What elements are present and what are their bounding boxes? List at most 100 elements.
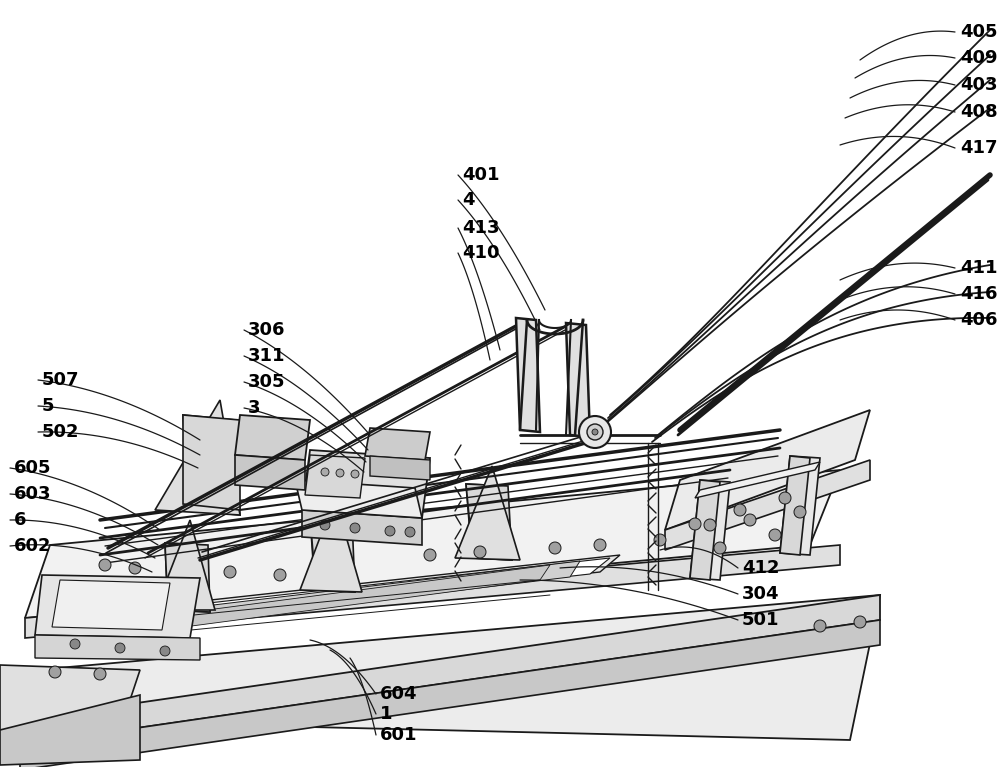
Circle shape	[779, 492, 791, 504]
Text: 4: 4	[462, 191, 475, 209]
Polygon shape	[665, 410, 870, 530]
Circle shape	[320, 520, 330, 530]
Polygon shape	[20, 620, 880, 767]
Polygon shape	[302, 450, 430, 518]
Text: 405: 405	[960, 23, 998, 41]
Text: 406: 406	[960, 311, 998, 329]
Text: 304: 304	[742, 585, 780, 603]
Text: 305: 305	[248, 373, 286, 391]
Polygon shape	[48, 555, 620, 632]
Polygon shape	[78, 565, 550, 641]
Circle shape	[49, 666, 61, 678]
Polygon shape	[165, 543, 210, 612]
Circle shape	[744, 514, 756, 526]
Circle shape	[336, 469, 344, 477]
Text: 417: 417	[960, 139, 998, 157]
Polygon shape	[58, 558, 610, 634]
Polygon shape	[780, 456, 820, 555]
Polygon shape	[0, 665, 140, 730]
Text: 1: 1	[380, 705, 392, 723]
Polygon shape	[665, 460, 870, 550]
Circle shape	[594, 539, 606, 551]
Polygon shape	[20, 595, 880, 745]
Circle shape	[351, 470, 359, 478]
Polygon shape	[365, 428, 430, 460]
Circle shape	[160, 646, 170, 656]
Circle shape	[689, 518, 701, 530]
Polygon shape	[310, 516, 355, 592]
Circle shape	[794, 506, 806, 518]
Circle shape	[854, 616, 866, 628]
Polygon shape	[35, 635, 200, 660]
Polygon shape	[25, 545, 840, 638]
Text: 403: 403	[960, 76, 998, 94]
Circle shape	[704, 519, 716, 531]
Polygon shape	[690, 480, 720, 580]
Circle shape	[592, 429, 598, 435]
Text: 411: 411	[960, 259, 998, 277]
Text: 401: 401	[462, 166, 500, 184]
Circle shape	[385, 526, 395, 536]
Text: 408: 408	[960, 103, 998, 121]
Circle shape	[579, 416, 611, 448]
Circle shape	[321, 468, 329, 476]
Text: 412: 412	[742, 559, 780, 577]
Circle shape	[769, 529, 781, 541]
Polygon shape	[370, 456, 430, 480]
Circle shape	[94, 668, 106, 680]
Polygon shape	[183, 415, 240, 515]
Text: 501: 501	[742, 611, 780, 629]
Text: 602: 602	[14, 537, 52, 555]
Text: 413: 413	[462, 219, 500, 237]
Circle shape	[424, 549, 436, 561]
Text: 605: 605	[14, 459, 52, 477]
Circle shape	[734, 504, 746, 516]
Circle shape	[99, 559, 111, 571]
Polygon shape	[235, 415, 310, 460]
Polygon shape	[155, 400, 240, 515]
Polygon shape	[25, 470, 840, 618]
Circle shape	[224, 566, 236, 578]
Polygon shape	[35, 575, 200, 638]
Polygon shape	[690, 480, 730, 580]
Text: 311: 311	[248, 347, 286, 365]
Circle shape	[587, 424, 603, 440]
Text: 603: 603	[14, 485, 52, 503]
Circle shape	[274, 569, 286, 581]
Circle shape	[714, 542, 726, 554]
Polygon shape	[780, 456, 810, 555]
Text: 6: 6	[14, 511, 26, 529]
Polygon shape	[695, 462, 820, 498]
Text: 604: 604	[380, 685, 418, 703]
Polygon shape	[20, 595, 880, 740]
Polygon shape	[466, 484, 512, 560]
Text: 3: 3	[248, 399, 260, 417]
Polygon shape	[155, 520, 215, 610]
Polygon shape	[0, 695, 140, 765]
Circle shape	[115, 643, 125, 653]
Text: 502: 502	[42, 423, 80, 441]
Circle shape	[549, 542, 561, 554]
Text: 410: 410	[462, 244, 500, 262]
Polygon shape	[295, 480, 422, 518]
Polygon shape	[516, 318, 540, 432]
Text: 5: 5	[42, 397, 54, 415]
Polygon shape	[302, 510, 422, 545]
Polygon shape	[165, 543, 210, 612]
Polygon shape	[300, 498, 362, 592]
Text: 416: 416	[960, 285, 998, 303]
Polygon shape	[566, 323, 590, 437]
Polygon shape	[183, 415, 240, 510]
Polygon shape	[52, 580, 170, 630]
Text: 409: 409	[960, 49, 998, 67]
Polygon shape	[235, 455, 305, 490]
Circle shape	[654, 534, 666, 546]
Polygon shape	[305, 455, 365, 498]
Circle shape	[70, 639, 80, 649]
Polygon shape	[466, 484, 512, 560]
Circle shape	[814, 620, 826, 632]
Circle shape	[405, 527, 415, 537]
Polygon shape	[72, 561, 580, 637]
Text: 306: 306	[248, 321, 286, 339]
Circle shape	[350, 523, 360, 533]
